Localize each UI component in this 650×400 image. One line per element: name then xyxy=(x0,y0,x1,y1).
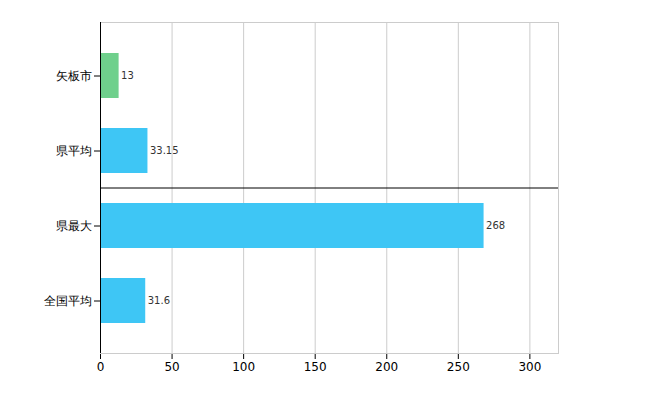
svg-text:200: 200 xyxy=(375,360,398,374)
svg-text:31.6: 31.6 xyxy=(148,295,170,306)
svg-text:50: 50 xyxy=(164,360,179,374)
svg-text:300: 300 xyxy=(518,360,541,374)
svg-text:150: 150 xyxy=(304,360,327,374)
svg-text:13: 13 xyxy=(121,70,134,81)
svg-text:268: 268 xyxy=(486,220,505,231)
svg-text:250: 250 xyxy=(447,360,470,374)
svg-text:0: 0 xyxy=(97,360,105,374)
svg-text:矢板市: 矢板市 xyxy=(56,69,92,83)
svg-text:100: 100 xyxy=(232,360,255,374)
svg-text:県平均: 県平均 xyxy=(56,144,92,158)
svg-text:県最大: 県最大 xyxy=(56,219,92,233)
svg-text:全国平均: 全国平均 xyxy=(44,294,92,308)
svg-text:33.15: 33.15 xyxy=(150,145,179,156)
